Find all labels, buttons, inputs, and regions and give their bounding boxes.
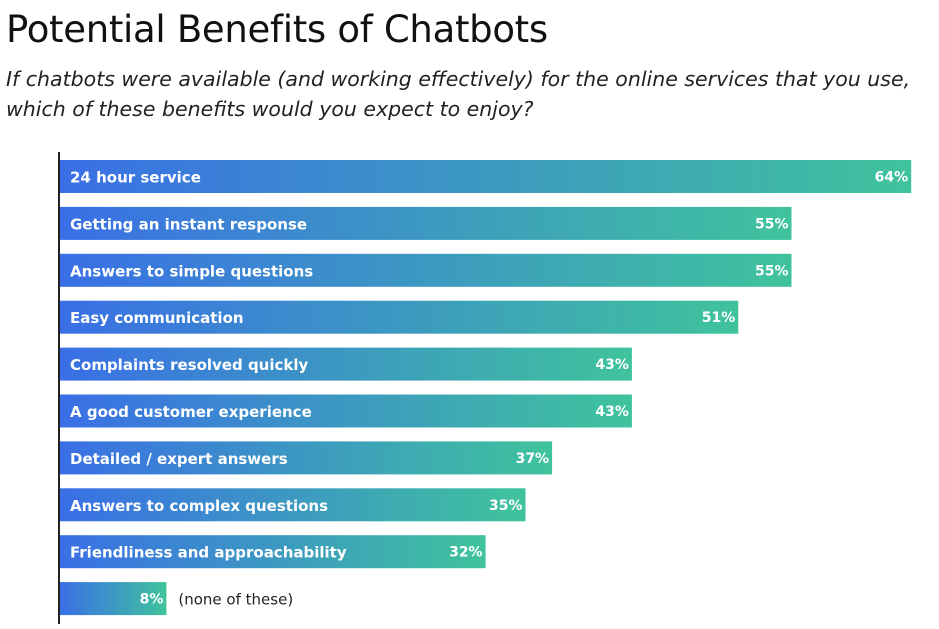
bar-7 [60, 441, 553, 475]
category-label: Easy communication [70, 309, 244, 327]
bar-3 [60, 253, 792, 287]
bar-value-label: 51% [702, 310, 736, 326]
category-label: 24 hour service [70, 169, 201, 187]
bar-6 [60, 394, 632, 428]
bar-value-label: 43% [595, 357, 629, 373]
bar-value-label: 37% [516, 451, 550, 467]
bar-9 [60, 535, 486, 569]
bar-value-label: 55% [755, 263, 789, 279]
bar-1 [60, 160, 912, 193]
chart-title: Potential Benefits of Chatbots [6, 8, 548, 51]
bar-value-label: 64% [875, 170, 909, 186]
bar-value-label: 55% [755, 216, 789, 232]
category-label: Complaints resolved quickly [70, 356, 309, 374]
category-label: Answers to simple questions [70, 262, 313, 280]
bar-4 [60, 300, 739, 334]
bar-value-label: 35% [489, 498, 523, 514]
category-label: Answers to complex questions [70, 497, 328, 515]
category-label: Friendliness and approachability [70, 544, 347, 562]
category-label: A good customer experience [70, 403, 312, 421]
bar-value-label: 32% [449, 545, 483, 561]
category-label: (none of these) [178, 591, 293, 609]
bar-value-label: 8% [140, 592, 164, 608]
bar-5 [60, 347, 632, 381]
bar-value-label: 43% [595, 404, 629, 420]
bar-10 [60, 582, 167, 616]
bar-2 [60, 206, 792, 240]
bar-8 [60, 488, 526, 522]
category-label: Getting an instant response [70, 215, 307, 233]
category-label: Detailed / expert answers [70, 450, 288, 468]
chart-subtitle: If chatbots were available (and working … [6, 67, 911, 121]
